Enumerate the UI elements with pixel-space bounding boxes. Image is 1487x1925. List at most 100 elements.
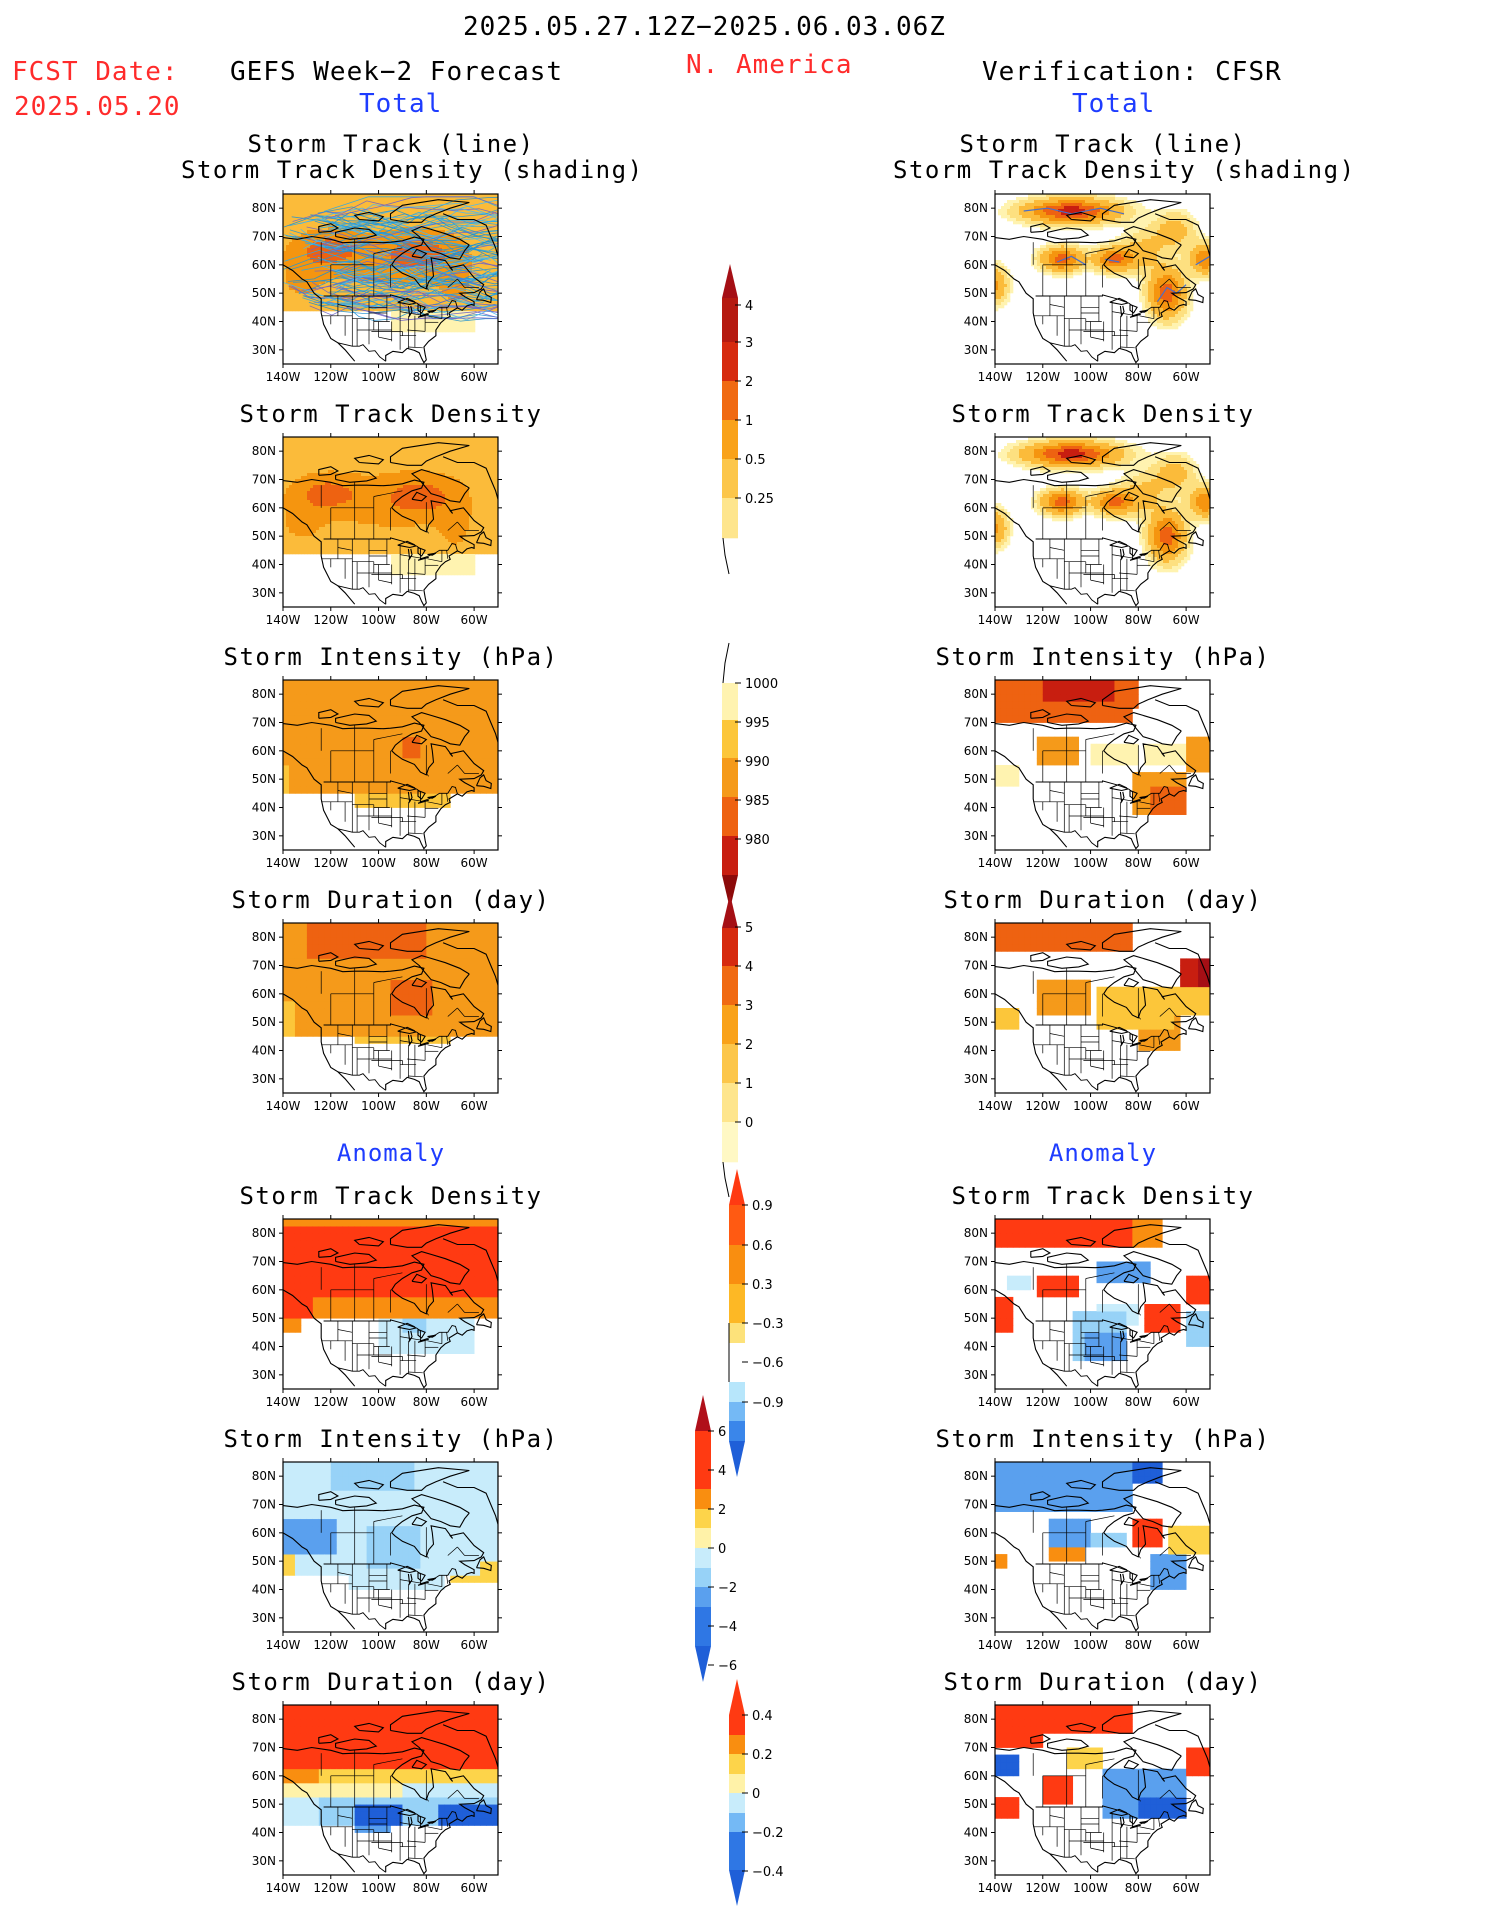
colorbar-label: −0.6 bbox=[752, 1356, 784, 1371]
right-anomaly-label: Anomaly bbox=[1048, 1139, 1158, 1167]
lon-tick-label: 80W bbox=[413, 613, 440, 627]
colorbar-label: 5 bbox=[745, 921, 753, 936]
lat-tick-label: 30N bbox=[964, 1368, 988, 1382]
lat-tick-label: 70N bbox=[252, 230, 276, 244]
lat-tick-label: 30N bbox=[252, 1611, 276, 1625]
map-gefs-track-lines: 80N 70N 60N 50N 40N 30N 140W 120W 100W 80W 60W bbox=[252, 190, 502, 384]
lon-tick-label: 120W bbox=[1025, 856, 1060, 870]
lon-tick-label: 140W bbox=[266, 856, 301, 870]
lat-tick-label: 60N bbox=[252, 744, 276, 758]
colorbar-label: −2 bbox=[718, 1581, 737, 1596]
left-intensity-title: Storm Intensity (hPa) bbox=[223, 643, 559, 671]
lat-tick-label: 30N bbox=[252, 1368, 276, 1382]
lat-tick-label: 40N bbox=[252, 1583, 276, 1597]
map-cfsr-duration: 80N 70N 60N 50N 40N 30N 140W 120W 100W 80W 60W bbox=[964, 919, 1214, 1113]
intensity-colorbar: 1000 995 990 985 980 bbox=[722, 642, 778, 909]
lon-tick-label: 120W bbox=[313, 1395, 348, 1409]
lat-tick-label: 30N bbox=[964, 586, 988, 600]
lon-tick-label: 80W bbox=[1125, 613, 1152, 627]
lat-tick-label: 70N bbox=[964, 1255, 988, 1269]
lat-tick-label: 40N bbox=[964, 1583, 988, 1597]
lon-tick-label: 60W bbox=[1173, 1638, 1200, 1652]
lat-tick-label: 50N bbox=[252, 1015, 276, 1029]
anom-intensity-colorbar: 6 4 2 0 −2 −4 −6 bbox=[695, 1395, 737, 1682]
colorbar-label: 0 bbox=[718, 1542, 726, 1557]
lon-tick-label: 140W bbox=[978, 856, 1013, 870]
colorbar-label: −4 bbox=[718, 1620, 737, 1635]
lon-tick-label: 140W bbox=[978, 1395, 1013, 1409]
lon-tick-label: 120W bbox=[1025, 1395, 1060, 1409]
lon-tick-label: 140W bbox=[266, 1395, 301, 1409]
colorbar-label: 2 bbox=[718, 1503, 726, 1518]
colorbar-label: 2 bbox=[745, 375, 753, 390]
lat-tick-label: 40N bbox=[252, 1826, 276, 1840]
colorbar-label: 2 bbox=[745, 1038, 753, 1053]
lon-tick-label: 140W bbox=[978, 1881, 1013, 1895]
lon-tick-label: 60W bbox=[461, 370, 488, 384]
lat-tick-label: 50N bbox=[252, 529, 276, 543]
lat-tick-label: 50N bbox=[964, 1311, 988, 1325]
colorbar-label: 0.2 bbox=[752, 1748, 773, 1763]
lon-tick-label: 140W bbox=[978, 613, 1013, 627]
left-anom-duration-title: Storm Duration (day) bbox=[231, 1668, 551, 1696]
lat-tick-label: 70N bbox=[252, 716, 276, 730]
colorbar-label: 985 bbox=[745, 794, 770, 809]
region-title: N. America bbox=[686, 50, 853, 80]
lat-tick-label: 30N bbox=[964, 1072, 988, 1086]
lon-tick-label: 80W bbox=[413, 1099, 440, 1113]
lon-tick-label: 60W bbox=[1173, 856, 1200, 870]
lat-tick-label: 70N bbox=[964, 230, 988, 244]
lon-tick-label: 60W bbox=[461, 1099, 488, 1113]
lat-tick-label: 30N bbox=[252, 586, 276, 600]
lon-tick-label: 100W bbox=[1073, 370, 1108, 384]
map-gefs-duration: 80N 70N 60N 50N 40N 30N 140W 120W 100W 80W 60W bbox=[252, 919, 502, 1113]
lat-tick-label: 40N bbox=[964, 315, 988, 329]
right-anom-density-title: Storm Track Density bbox=[951, 1182, 1255, 1210]
map-cfsr-anom-duration: 80N 70N 60N 50N 40N 30N 140W 120W 100W 80W 60W bbox=[964, 1701, 1214, 1895]
lat-tick-label: 30N bbox=[252, 1072, 276, 1086]
right-anom-intensity-title: Storm Intensity (hPa) bbox=[935, 1425, 1271, 1453]
lat-tick-label: 60N bbox=[964, 501, 988, 515]
lon-tick-label: 120W bbox=[1025, 1099, 1060, 1113]
lat-tick-label: 80N bbox=[252, 1226, 276, 1240]
lat-tick-label: 80N bbox=[252, 444, 276, 458]
lon-tick-label: 120W bbox=[1025, 1638, 1060, 1652]
lat-tick-label: 60N bbox=[252, 258, 276, 272]
colorbar-label: 4 bbox=[718, 1464, 726, 1479]
left-track-shade-title: Storm Track Density (shading) bbox=[181, 156, 644, 184]
lat-tick-label: 40N bbox=[964, 558, 988, 572]
colorbar-label: −0.9 bbox=[752, 1396, 784, 1411]
lat-tick-label: 70N bbox=[964, 716, 988, 730]
lat-tick-label: 80N bbox=[964, 1712, 988, 1726]
lon-tick-label: 100W bbox=[1073, 856, 1108, 870]
lon-tick-label: 80W bbox=[1125, 856, 1152, 870]
left-anom-density-title: Storm Track Density bbox=[239, 1182, 543, 1210]
lat-tick-label: 40N bbox=[252, 1044, 276, 1058]
lon-tick-label: 80W bbox=[1125, 370, 1152, 384]
lat-tick-label: 60N bbox=[964, 1769, 988, 1783]
left-density-title: Storm Track Density bbox=[239, 400, 543, 428]
lat-tick-label: 80N bbox=[964, 201, 988, 215]
colorbar-label: 0.5 bbox=[745, 453, 766, 468]
lat-tick-label: 60N bbox=[964, 1526, 988, 1540]
map-cfsr-anom-density: 80N 70N 60N 50N 40N 30N 140W 120W 100W 80W 60W bbox=[964, 1215, 1214, 1409]
lon-tick-label: 60W bbox=[1173, 613, 1200, 627]
lat-tick-label: 50N bbox=[252, 1797, 276, 1811]
lat-tick-label: 60N bbox=[964, 1283, 988, 1297]
lat-tick-label: 50N bbox=[252, 772, 276, 786]
lat-tick-label: 40N bbox=[964, 801, 988, 815]
left-title: GEFS Week−2 Forecast bbox=[230, 57, 564, 87]
lon-tick-label: 100W bbox=[1073, 1638, 1108, 1652]
lon-tick-label: 140W bbox=[978, 1638, 1013, 1652]
colorbar-label: 0.9 bbox=[752, 1199, 773, 1214]
lon-tick-label: 140W bbox=[978, 1099, 1013, 1113]
colorbar-label: 3 bbox=[745, 999, 753, 1014]
lat-tick-label: 80N bbox=[964, 1469, 988, 1483]
lon-tick-label: 60W bbox=[461, 1881, 488, 1895]
colorbar-label: 1 bbox=[745, 1077, 753, 1092]
lon-tick-label: 120W bbox=[1025, 1881, 1060, 1895]
lon-tick-label: 60W bbox=[461, 856, 488, 870]
lon-tick-label: 60W bbox=[461, 1638, 488, 1652]
lon-tick-label: 100W bbox=[361, 1395, 396, 1409]
